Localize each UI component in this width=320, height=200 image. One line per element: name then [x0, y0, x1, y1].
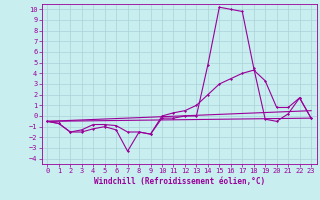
X-axis label: Windchill (Refroidissement éolien,°C): Windchill (Refroidissement éolien,°C) [94, 177, 265, 186]
